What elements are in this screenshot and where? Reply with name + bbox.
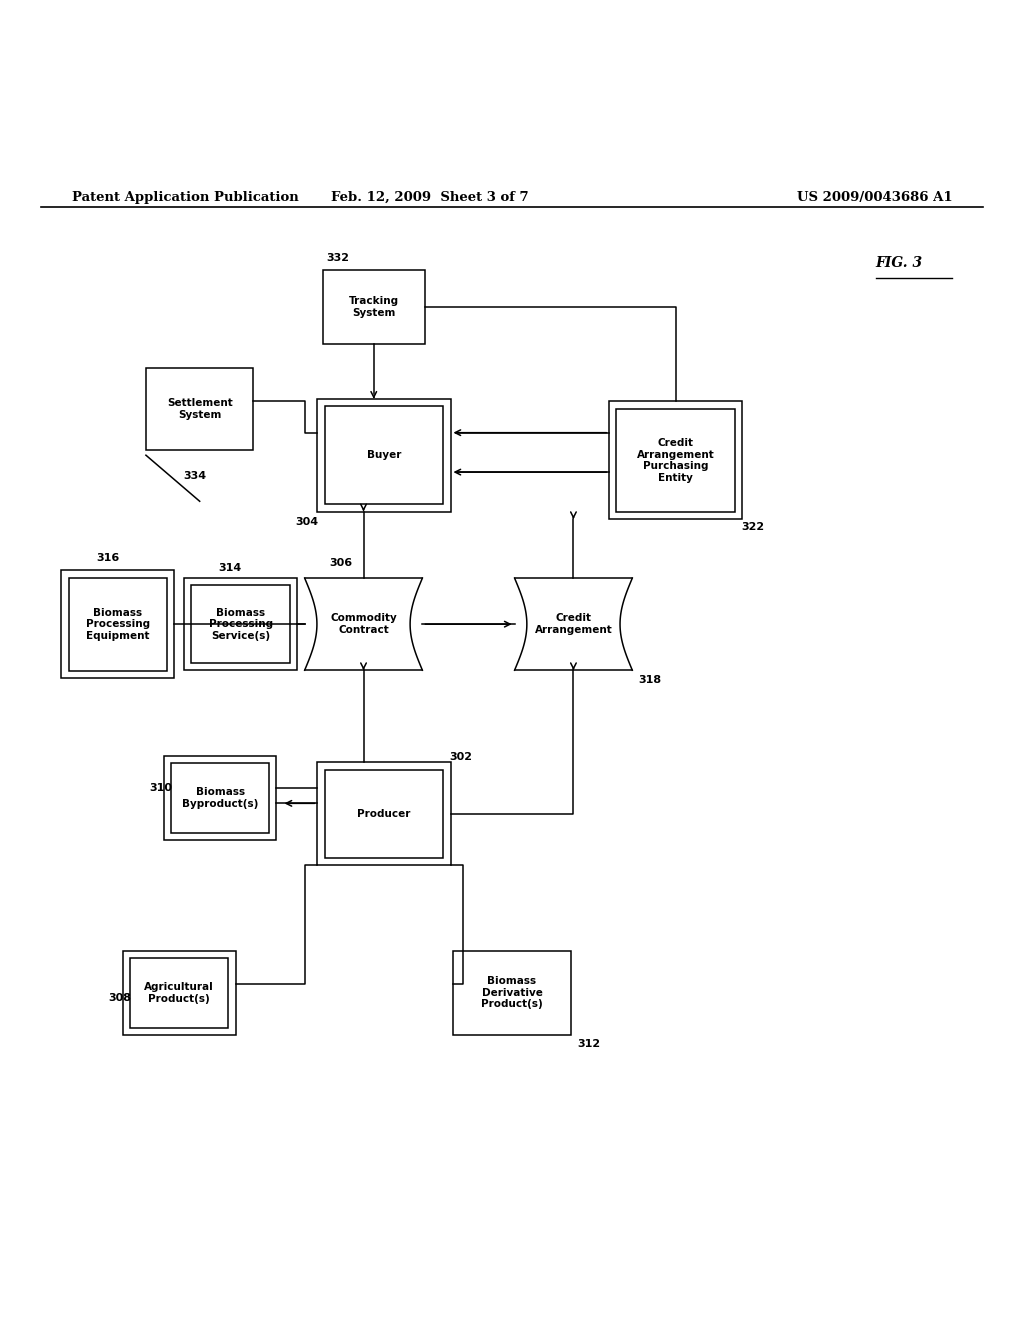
- Text: 314: 314: [219, 562, 242, 573]
- Bar: [146, 368, 254, 450]
- Polygon shape: [515, 578, 633, 671]
- Text: Commodity
Contract: Commodity Contract: [330, 614, 397, 635]
- Text: 322: 322: [741, 521, 764, 532]
- Bar: [191, 585, 290, 663]
- Text: 304: 304: [296, 516, 318, 527]
- Text: 310: 310: [150, 783, 172, 793]
- Bar: [61, 570, 174, 678]
- Bar: [164, 756, 276, 841]
- Bar: [123, 950, 236, 1035]
- Text: 318: 318: [639, 676, 662, 685]
- Text: Patent Application Publication: Patent Application Publication: [72, 191, 298, 205]
- Text: 312: 312: [578, 1039, 600, 1049]
- Bar: [171, 763, 269, 833]
- Bar: [317, 763, 451, 865]
- Text: Agricultural
Product(s): Agricultural Product(s): [144, 982, 214, 1003]
- Text: 334: 334: [183, 471, 206, 480]
- Bar: [184, 578, 297, 671]
- Text: Biomass
Processing
Equipment: Biomass Processing Equipment: [86, 607, 150, 640]
- Text: 308: 308: [109, 993, 131, 1003]
- Text: 302: 302: [450, 752, 472, 762]
- Bar: [609, 401, 742, 519]
- Text: Settlement
System: Settlement System: [167, 399, 232, 420]
- Text: Feb. 12, 2009  Sheet 3 of 7: Feb. 12, 2009 Sheet 3 of 7: [332, 191, 528, 205]
- Bar: [325, 770, 443, 858]
- Text: 316: 316: [96, 553, 119, 562]
- Text: 306: 306: [330, 558, 352, 568]
- Bar: [69, 578, 167, 671]
- Bar: [325, 407, 443, 504]
- Bar: [323, 269, 425, 343]
- Bar: [317, 399, 451, 512]
- Polygon shape: [305, 578, 422, 671]
- Bar: [453, 950, 571, 1035]
- Text: Tracking
System: Tracking System: [349, 296, 398, 318]
- Text: Credit
Arrangement
Purchasing
Entity: Credit Arrangement Purchasing Entity: [637, 438, 715, 483]
- Text: FIG. 3: FIG. 3: [876, 256, 923, 269]
- Bar: [616, 409, 735, 512]
- Text: Biomass
Processing
Service(s): Biomass Processing Service(s): [209, 607, 272, 640]
- Text: Producer: Producer: [357, 809, 411, 818]
- Text: Credit
Arrangement: Credit Arrangement: [535, 614, 612, 635]
- Bar: [130, 958, 228, 1027]
- Text: US 2009/0043686 A1: US 2009/0043686 A1: [797, 191, 952, 205]
- Text: 332: 332: [327, 252, 349, 263]
- Text: Biomass
Derivative
Product(s): Biomass Derivative Product(s): [481, 977, 543, 1010]
- Text: Buyer: Buyer: [367, 450, 401, 461]
- Text: Biomass
Byproduct(s): Biomass Byproduct(s): [182, 788, 258, 809]
